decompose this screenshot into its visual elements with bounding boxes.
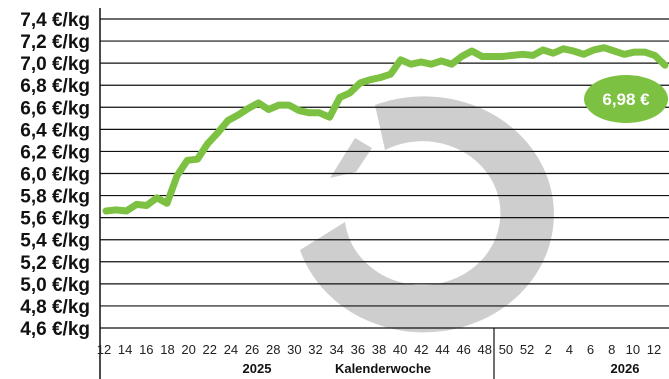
x-tick-label: 6 xyxy=(587,342,594,357)
x-tick-label: 12 xyxy=(97,342,111,357)
x-tick-label: 34 xyxy=(329,342,343,357)
x-tick-label: 24 xyxy=(224,342,238,357)
x-tick-label: 8 xyxy=(608,342,615,357)
y-tick-label: 7,2 €/kg xyxy=(20,32,90,53)
x-tick-label: 18 xyxy=(160,342,174,357)
price-series-line xyxy=(102,44,669,215)
y-tick-label: 6,2 €/kg xyxy=(20,142,90,163)
x-tick-label: 48 xyxy=(478,342,492,357)
x-tick-label: 30 xyxy=(287,342,301,357)
x-tick-label: 44 xyxy=(435,342,449,357)
x-tick-label: 22 xyxy=(203,342,217,357)
watermark-logo xyxy=(300,96,554,333)
year-label-2026: 2026 xyxy=(611,361,640,376)
x-tick-label: 32 xyxy=(308,342,322,357)
y-tick-label: 5,6 €/kg xyxy=(20,209,90,230)
x-tick-label: 52 xyxy=(520,342,534,357)
x-axis-ticks: 12 14 16 18 20 22 24 26 28 30 32 34 36 38 40 42 44 46 48 50… xyxy=(97,342,661,357)
y-tick-label: 6,8 €/kg xyxy=(20,76,90,97)
x-tick-label: 4 xyxy=(566,342,573,357)
x-tick-label: 28 xyxy=(266,342,280,357)
current-value-badge: 6,98 € xyxy=(584,75,668,123)
x-axis-label: Kalenderwoche xyxy=(335,361,431,376)
y-tick-label: 6,0 €/kg xyxy=(20,165,90,186)
y-tick-label: 6,4 €/kg xyxy=(20,120,90,141)
y-tick-label: 4,6 €/kg xyxy=(20,319,90,340)
x-tick-label: 50 xyxy=(499,342,513,357)
y-tick-label: 6,6 €/kg xyxy=(20,98,90,119)
y-tick-label: 4,8 €/kg xyxy=(20,297,90,318)
x-tick-label: 10 xyxy=(626,342,640,357)
y-tick-label: 5,0 €/kg xyxy=(20,275,90,296)
x-tick-label: 40 xyxy=(393,342,407,357)
y-tick-label: 5,4 €/kg xyxy=(20,231,90,252)
x-tick-label: 12 xyxy=(647,342,661,357)
current-value-label: 6,98 € xyxy=(602,90,650,109)
x-tick-label: 42 xyxy=(414,342,428,357)
y-tick-label: 7,0 €/kg xyxy=(20,54,90,75)
y-axis-ticks: 4,6 €/kg4,8 €/kg5,0 €/kg5,2 €/kg5,4 €/kg… xyxy=(20,10,90,340)
x-tick-label: 14 xyxy=(118,342,132,357)
x-tick-label: 2 xyxy=(545,342,552,357)
x-tick-label: 38 xyxy=(372,342,386,357)
x-tick-label: 26 xyxy=(245,342,259,357)
x-tick-label: 16 xyxy=(139,342,153,357)
grid-lines xyxy=(100,18,669,307)
y-tick-label: 7,4 €/kg xyxy=(20,10,90,31)
x-tick-label: 36 xyxy=(351,342,365,357)
x-tick-label: 46 xyxy=(456,342,470,357)
y-tick-label: 5,2 €/kg xyxy=(20,253,90,274)
year-label-2025: 2025 xyxy=(243,361,272,376)
x-tick-label: 20 xyxy=(181,342,195,357)
y-tick-label: 5,8 €/kg xyxy=(20,187,90,208)
